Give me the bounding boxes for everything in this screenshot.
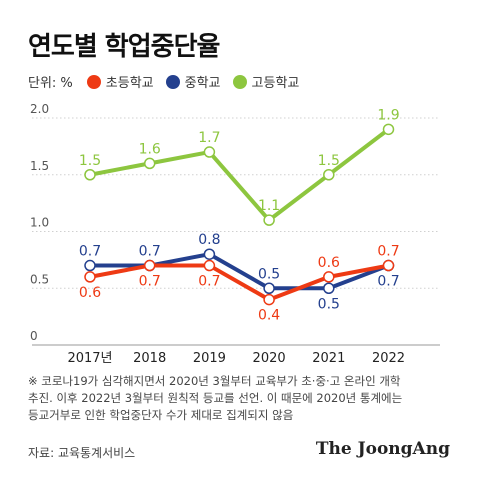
- data-point: [263, 282, 275, 294]
- unit-label: 단위: %: [28, 76, 73, 91]
- data-point: [263, 293, 275, 306]
- x-tick-label: 2022: [372, 351, 405, 366]
- data-label: 0.7: [377, 244, 399, 260]
- legend-item-middle: 중학교: [165, 72, 221, 91]
- data-point: [84, 259, 96, 272]
- data-point: [323, 271, 335, 283]
- data-label: 0.7: [139, 244, 161, 260]
- y-tick-label: 0.5: [30, 272, 49, 286]
- legend-swatch-high: [232, 74, 247, 89]
- x-tick-label: 2021: [312, 351, 345, 366]
- data-point: [323, 169, 335, 181]
- data-label: 0.7: [377, 274, 399, 290]
- data-point: [203, 146, 216, 158]
- data-point: [323, 282, 335, 294]
- brand-logo: The JoongAng: [315, 439, 450, 459]
- x-tick-label: 2020: [253, 351, 286, 366]
- series-line: [88, 263, 391, 302]
- x-tick-label: 2017년: [67, 351, 112, 366]
- legend-swatch-middle: [165, 74, 180, 89]
- data-point: [143, 157, 156, 170]
- data-label: 1.1: [258, 198, 280, 214]
- data-label: 0.8: [198, 232, 220, 248]
- y-tick-label: 1.0: [30, 216, 49, 230]
- y-tick-label: 0: [30, 329, 38, 343]
- footnote-line-2: 추진. 이후 2022년 3월부터 원칙적 등교를 선언. 이 때문에 2020…: [28, 391, 403, 405]
- chart-title: 연도별 학업중단율: [28, 32, 220, 62]
- footnote: ※ 코로나19가 심각해지면서 2020년 3월부터 교육부가 초·중·고 온라…: [28, 373, 458, 424]
- footnote-line-1: ※ 코로나19가 심각해지면서 2020년 3월부터 교육부가 초·중·고 온라…: [28, 374, 401, 388]
- data-label: 0.7: [79, 244, 101, 260]
- data-label: 1.5: [318, 153, 340, 169]
- data-point: [203, 248, 216, 260]
- legend-item-elementary: 초등학교: [86, 72, 154, 91]
- data-point: [382, 123, 395, 136]
- data-label: 1.9: [377, 107, 399, 123]
- data-label: 0.6: [318, 255, 340, 271]
- x-tick-label: 2018: [133, 351, 166, 366]
- legend-label-middle: 중학교: [184, 76, 221, 91]
- data-label: 0.7: [139, 274, 161, 290]
- x-tick-label: 2019: [193, 351, 226, 366]
- legend-swatch-elementary: [86, 74, 101, 89]
- legend-item-high: 고등학교: [232, 72, 300, 91]
- data-point: [143, 259, 156, 272]
- y-tick-label: 2.0: [30, 102, 49, 116]
- data-label: 0.5: [318, 296, 340, 312]
- data-label: 0.7: [198, 274, 220, 290]
- data-point: [84, 271, 96, 283]
- data-label: 0.4: [258, 308, 280, 324]
- y-tick-label: 1.5: [30, 159, 49, 173]
- legend-label-elementary: 초등학교: [105, 76, 154, 91]
- footnote-line-3: 등교거부로 인한 학업중단자 수가 제대로 집계되지 않음: [28, 408, 294, 422]
- data-label: 1.5: [79, 153, 101, 169]
- source-note: 자료: 교육통계서비스: [28, 446, 136, 460]
- grid-layer: [32, 117, 440, 346]
- label-layer: 0 0.5 1.0 1.5 2.0 2017년 2018 2019 2020 2021 2022 1.…: [30, 102, 405, 366]
- data-point: [84, 169, 96, 181]
- data-label: 1.7: [198, 130, 220, 146]
- legend: 단위: % 초등학교 중학교 고등학교: [28, 72, 311, 91]
- data-label: 0.6: [79, 285, 101, 301]
- series-layer: [84, 123, 395, 306]
- legend-label-high: 고등학교: [251, 76, 300, 91]
- data-label: 0.5: [258, 266, 280, 282]
- data-point: [263, 214, 275, 226]
- data-label: 1.6: [139, 141, 161, 157]
- series-line: [88, 127, 391, 223]
- data-point: [382, 259, 395, 272]
- data-point: [203, 259, 216, 272]
